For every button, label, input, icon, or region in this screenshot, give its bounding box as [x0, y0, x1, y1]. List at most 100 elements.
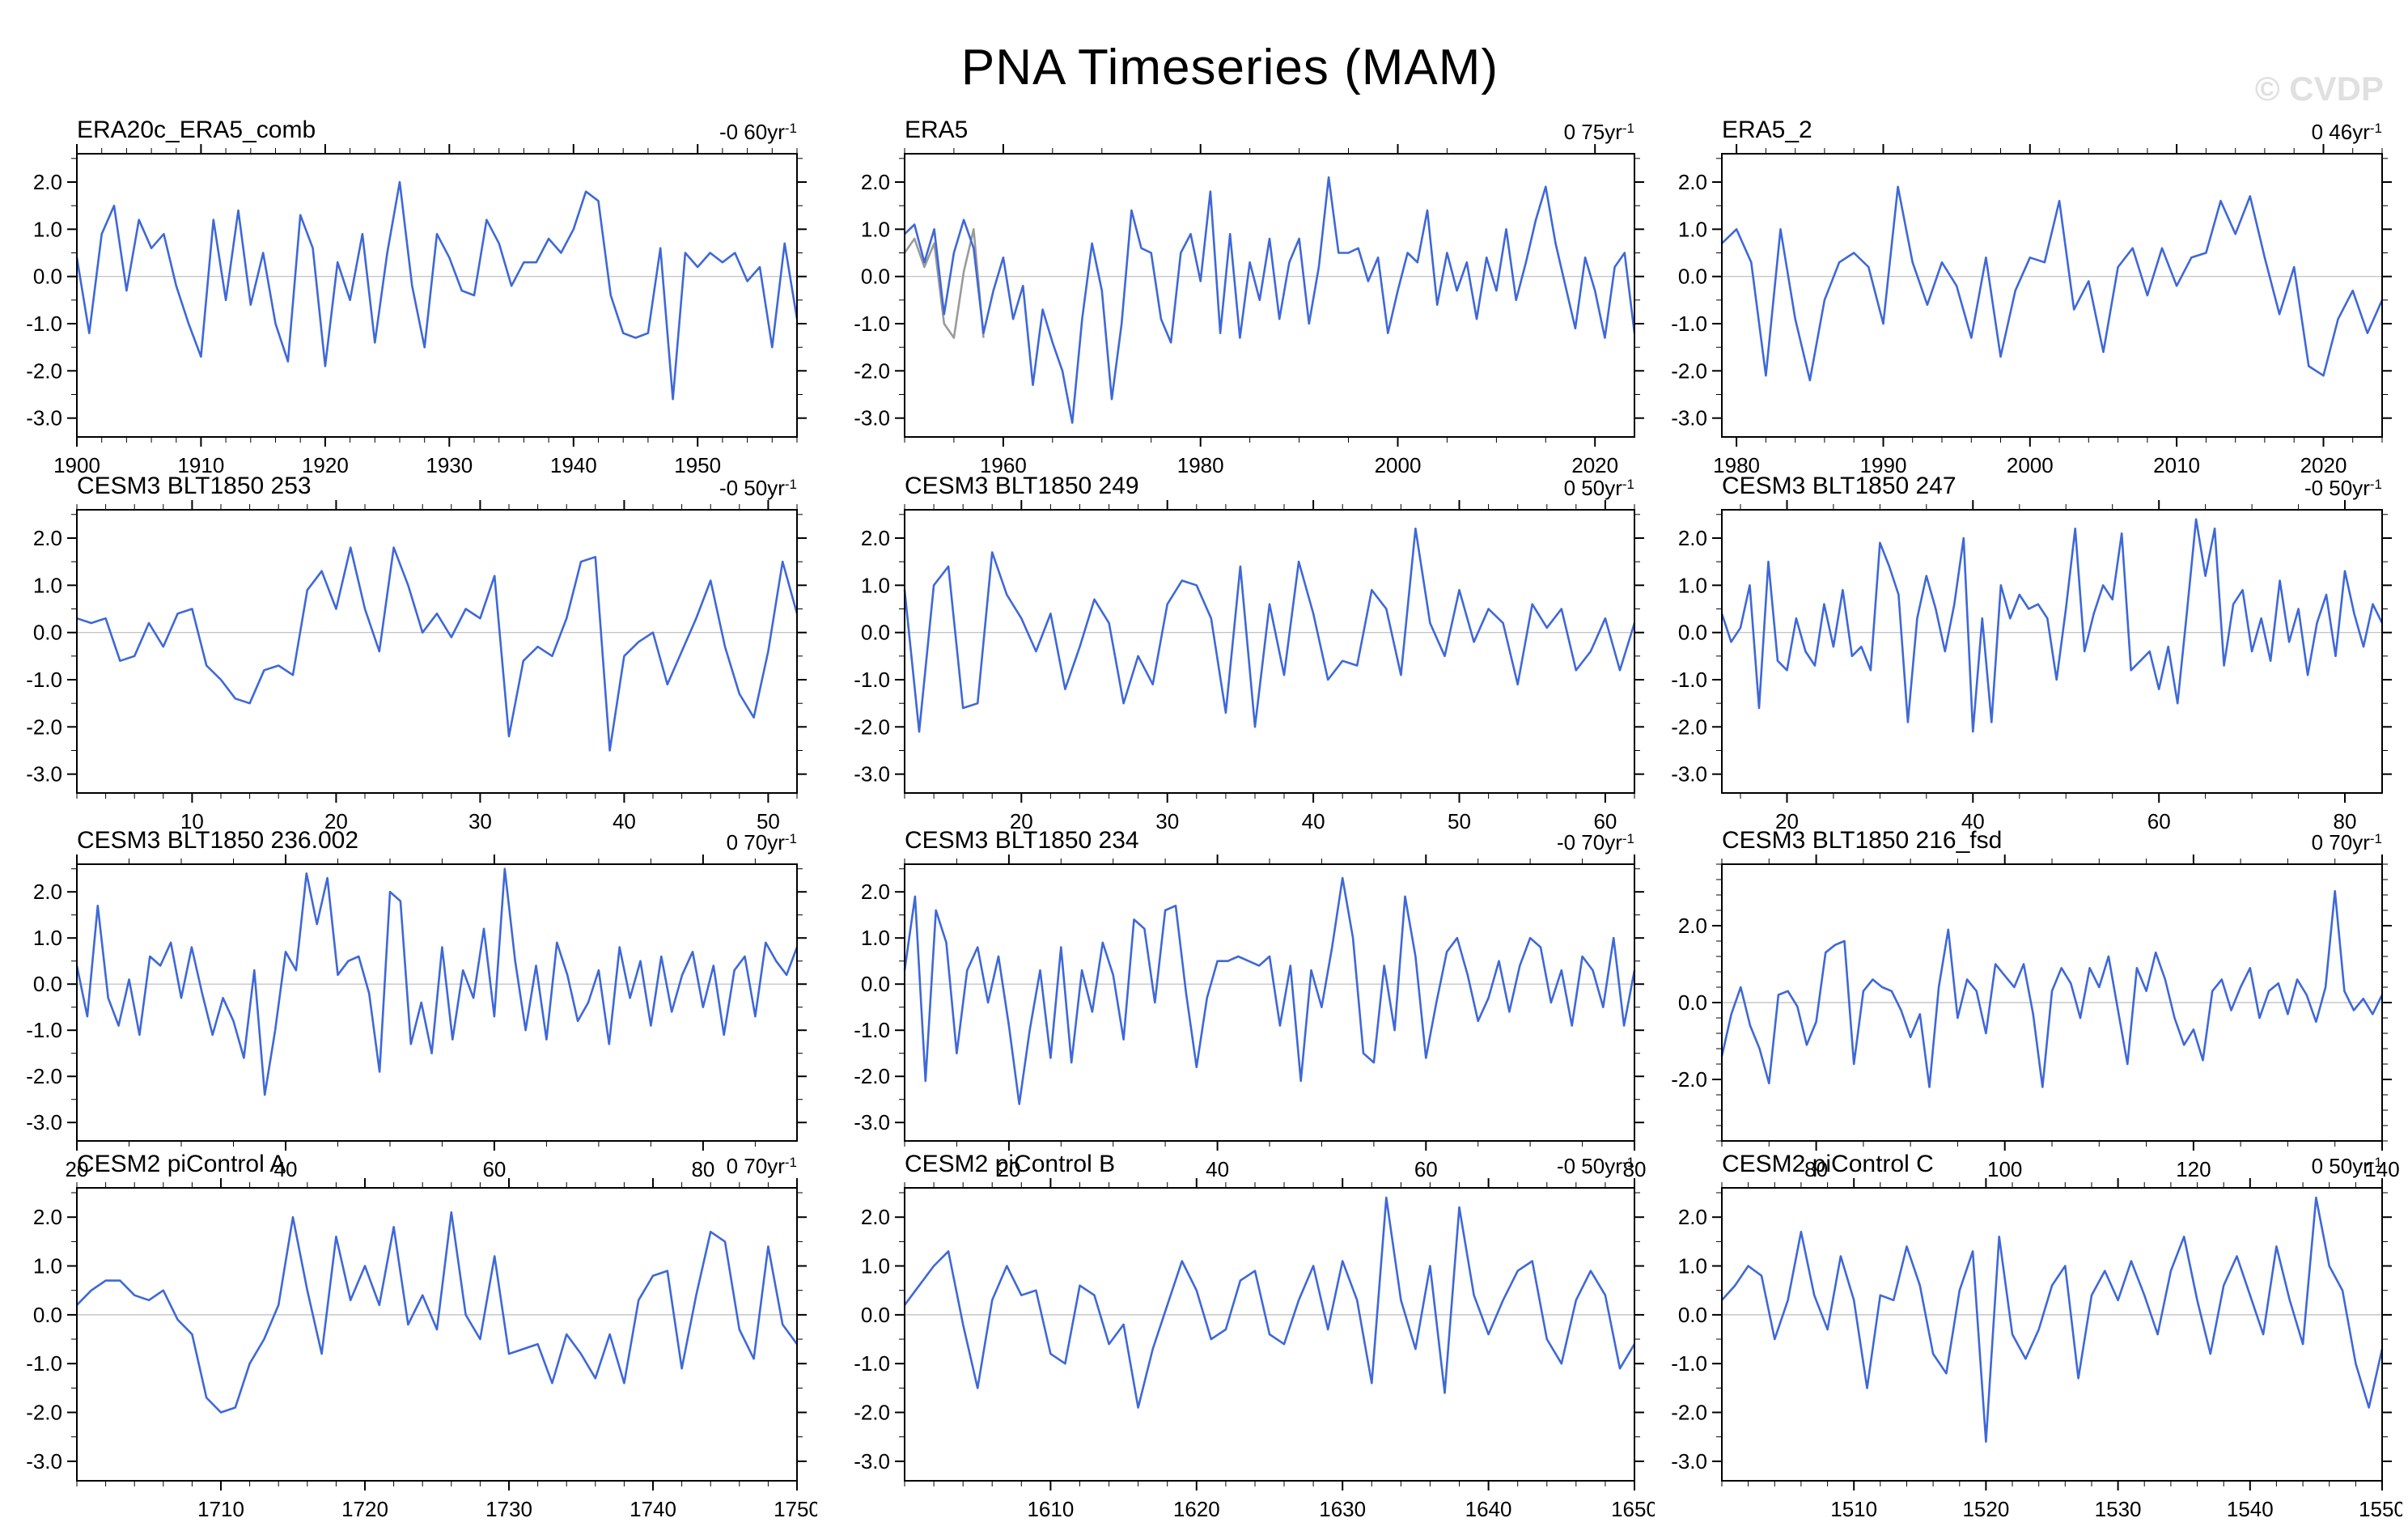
panel-header: CESM3 BLT1850 249 0 50yr-1 — [848, 464, 1655, 499]
svg-text:1920: 1920 — [302, 453, 349, 477]
panel-cesm3-blt1850-253: CESM3 BLT1850 253 -0 50yr-1 10 20 30 40 50 2.… — [20, 464, 817, 840]
panel-header: CESM3 BLT1850 247 -0 50yr-1 — [1665, 464, 2402, 500]
svg-text:1940: 1940 — [550, 453, 597, 477]
svg-text:0.0: 0.0 — [861, 972, 890, 996]
svg-text:-2.0: -2.0 — [854, 358, 890, 383]
svg-text:0.0: 0.0 — [33, 1303, 62, 1327]
svg-text:1.0: 1.0 — [861, 573, 890, 597]
panel-title: CESM3 BLT1850 236.002 — [77, 827, 359, 854]
svg-text:40: 40 — [274, 1157, 298, 1181]
svg-text:-2.0: -2.0 — [26, 1064, 62, 1088]
svg-text:1.0: 1.0 — [1678, 573, 1707, 597]
svg-text:-3.0: -3.0 — [1671, 1449, 1707, 1474]
trend-label: 0 70yr-1 — [726, 830, 797, 854]
panel-era5-2: ERA5_2 0 46yr-1 1980 1990 2000 2010 2020 2.0 1… — [1665, 108, 2402, 484]
panel-title: ERA20c_ERA5_comb — [77, 117, 316, 143]
panel-cesm2-picontrol-a: CESM2 piControl A 0 70yr-1 1710 1720 1730 1… — [20, 1143, 817, 1528]
svg-text:2.0: 2.0 — [861, 170, 890, 194]
svg-text:1.0: 1.0 — [861, 926, 890, 950]
panel-header: CESM3 BLT1850 236.002 0 70yr-1 — [20, 819, 817, 854]
panel-title: CESM3 BLT1850 216_fsd — [1722, 827, 2003, 854]
page-title: PNA Timeseries (MAM) — [960, 39, 1499, 95]
svg-text:-1.0: -1.0 — [1671, 312, 1707, 336]
svg-text:-2.0: -2.0 — [1671, 1067, 1707, 1092]
panel-header: ERA5_2 0 46yr-1 — [1665, 108, 2402, 143]
trend-label: 0 75yr-1 — [1563, 120, 1634, 144]
svg-text:1990: 1990 — [1860, 453, 1907, 477]
svg-text:1750: 1750 — [774, 1497, 817, 1521]
svg-text:50: 50 — [757, 809, 780, 833]
cvdp-watermark: © CVDP — [2254, 70, 2384, 108]
svg-text:80: 80 — [2334, 809, 2357, 833]
svg-text:0.0: 0.0 — [1678, 1303, 1707, 1327]
svg-text:120: 120 — [2176, 1157, 2211, 1181]
svg-text:-2.0: -2.0 — [1671, 1401, 1707, 1425]
svg-text:1620: 1620 — [1173, 1497, 1220, 1521]
svg-text:-1.0: -1.0 — [854, 668, 890, 692]
svg-text:10: 10 — [180, 809, 204, 833]
svg-text:1650: 1650 — [1611, 1497, 1655, 1521]
panel-header: CESM3 BLT1850 216_fsd 0 70yr-1 — [1665, 819, 2402, 854]
svg-text:1520: 1520 — [1962, 1497, 2009, 1521]
timeseries-plot: 1960 1980 2000 2020 2.0 1.0 0.0 -1.0 -2.0 -3.0 — [854, 144, 1644, 477]
timeseries-plot: 20 40 60 80 2.0 1.0 0.0 -1.0 -2.0 -3.0 — [1671, 500, 2392, 833]
svg-text:1.0: 1.0 — [1678, 1254, 1707, 1278]
panel-cesm3-blt1850-249: CESM3 BLT1850 249 0 50yr-1 20 30 40 50 60 2.0… — [848, 464, 1655, 840]
svg-text:1540: 1540 — [2227, 1497, 2274, 1521]
svg-text:-2.0: -2.0 — [26, 358, 62, 383]
svg-text:-2.0: -2.0 — [1671, 714, 1707, 739]
svg-text:2020: 2020 — [1571, 453, 1618, 477]
svg-text:-3.0: -3.0 — [854, 1110, 890, 1134]
svg-text:2.0: 2.0 — [861, 1205, 890, 1229]
panel-cesm2-picontrol-c: CESM2 piControl C 0 50yr-1 1510 1520 1530 1… — [1665, 1143, 2402, 1528]
svg-text:-1.0: -1.0 — [26, 1351, 62, 1376]
panel-header: CESM3 BLT1850 234 -0 70yr-1 — [848, 819, 1655, 854]
panel-title: ERA5_2 — [1722, 117, 1812, 143]
svg-text:1730: 1730 — [485, 1497, 532, 1521]
timeseries-plot: 80 100 120 140 2.0 0.0 -2.0 — [1671, 854, 2400, 1181]
svg-text:20: 20 — [997, 1157, 1020, 1181]
panel-title: CESM3 BLT1850 253 — [77, 473, 312, 499]
svg-text:-3.0: -3.0 — [1671, 762, 1707, 787]
svg-text:0.0: 0.0 — [1678, 621, 1707, 645]
svg-text:1900: 1900 — [53, 453, 100, 477]
svg-text:1960: 1960 — [980, 453, 1027, 477]
panel-header: CESM3 BLT1850 253 -0 50yr-1 — [20, 464, 817, 499]
svg-text:-1.0: -1.0 — [26, 1018, 62, 1042]
svg-text:40: 40 — [1206, 1157, 1229, 1181]
panel-header: ERA20c_ERA5_comb -0 60yr-1 — [20, 108, 817, 143]
timeseries-plot: 20 30 40 50 60 2.0 1.0 0.0 -1.0 -2.0 -3.0 — [854, 500, 1644, 833]
panel-header: CESM2 piControl C 0 50yr-1 — [1665, 1143, 2402, 1177]
svg-text:0.0: 0.0 — [33, 972, 62, 996]
svg-text:1.0: 1.0 — [33, 1254, 62, 1278]
svg-text:2020: 2020 — [2300, 453, 2347, 477]
panel-cesm3-blt1850-234: CESM3 BLT1850 234 -0 70yr-1 20 40 60 80 2.0 1… — [848, 819, 1655, 1188]
svg-text:1980: 1980 — [1177, 453, 1224, 477]
panel-title: CESM3 BLT1850 247 — [1722, 473, 1956, 499]
svg-text:0.0: 0.0 — [1678, 265, 1707, 289]
svg-text:1950: 1950 — [674, 453, 721, 477]
svg-text:-3.0: -3.0 — [26, 762, 62, 787]
svg-text:0.0: 0.0 — [861, 621, 890, 645]
panel-title: ERA5 — [905, 117, 969, 143]
svg-text:100: 100 — [1987, 1157, 2022, 1181]
timeseries-plot: 20 40 60 80 2.0 1.0 0.0 -1.0 -2.0 -3.0 — [26, 854, 807, 1181]
svg-text:-2.0: -2.0 — [26, 1401, 62, 1425]
trend-label: -0 50yr-1 — [2304, 476, 2382, 500]
panel-title: CESM3 BLT1850 249 — [905, 473, 1139, 499]
svg-text:60: 60 — [2147, 809, 2171, 833]
svg-text:30: 30 — [468, 809, 492, 833]
svg-text:-3.0: -3.0 — [26, 1110, 62, 1134]
timeseries-plot: 10 20 30 40 50 2.0 1.0 0.0 -1.0 -2.0 -3.0 — [26, 500, 807, 833]
svg-text:80: 80 — [691, 1157, 714, 1181]
svg-text:20: 20 — [1775, 809, 1799, 833]
trend-label: 0 50yr-1 — [2311, 1154, 2382, 1178]
svg-text:1530: 1530 — [2095, 1497, 2142, 1521]
panel-header: CESM2 piControl A 0 70yr-1 — [20, 1143, 817, 1177]
svg-text:0.0: 0.0 — [33, 621, 62, 645]
svg-text:2.0: 2.0 — [1678, 170, 1707, 194]
svg-text:-1.0: -1.0 — [854, 312, 890, 336]
svg-text:80: 80 — [1804, 1157, 1828, 1181]
svg-text:20: 20 — [324, 809, 348, 833]
svg-text:2000: 2000 — [2007, 453, 2054, 477]
